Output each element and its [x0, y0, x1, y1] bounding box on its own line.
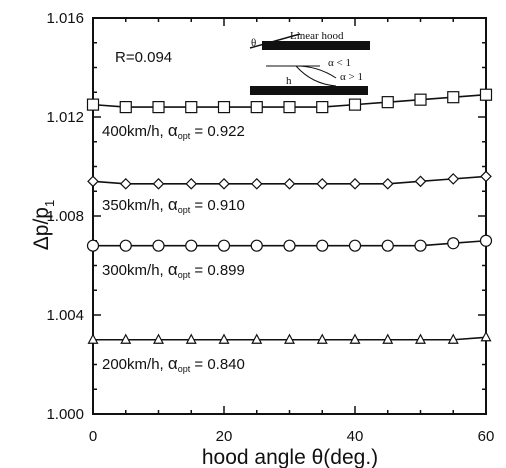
data-point: [382, 333, 394, 344]
data-point: [480, 330, 492, 342]
y-axis-label-sub: 1: [42, 200, 57, 207]
data-point: [414, 239, 427, 252]
data-point: [217, 239, 231, 252]
data-point: [349, 333, 361, 344]
inset-title: Linear hood: [290, 30, 344, 42]
inset-h-label: h: [286, 75, 292, 87]
series-triangle: [87, 330, 492, 344]
data-point: [414, 175, 427, 188]
data-point: [316, 239, 329, 252]
data-point: [316, 333, 328, 344]
series-label: 400km/h, αopt = 0.922: [102, 121, 245, 141]
series-diamond: [87, 170, 492, 190]
data-point: [381, 239, 394, 252]
tick-labels: 0 20 40 60 1.000 1.004 1.008 1.012 1.016: [46, 10, 494, 445]
data-point: [152, 100, 165, 114]
x-tick-label: 20: [216, 428, 233, 445]
x-tick-label: 40: [347, 428, 364, 445]
inset-tunnel-bar: [250, 86, 368, 95]
data-point: [415, 333, 426, 344]
data-point: [284, 333, 295, 344]
data-point: [381, 96, 394, 109]
series-labels: 400km/h, αopt = 0.922 350km/h, αopt = 0.9…: [102, 121, 245, 374]
y-tick-label: 1.008: [46, 208, 84, 225]
series-label: 350km/h, αopt = 0.910: [102, 195, 245, 215]
data-point: [381, 177, 394, 190]
data-point: [152, 239, 165, 252]
data-point: [316, 177, 329, 190]
series-square: [86, 88, 493, 114]
series-label: 300km/h, αopt = 0.899: [102, 260, 245, 280]
data-point: [250, 100, 263, 114]
data-point: [250, 239, 263, 252]
data-point: [283, 239, 296, 252]
inset-hood-line: [249, 33, 301, 49]
inset-theta: θ: [251, 37, 256, 49]
data-point: [316, 100, 329, 114]
data-point: [283, 100, 296, 114]
data-point: [185, 100, 198, 114]
inset-curve-lower: [295, 65, 337, 87]
data-point: [447, 333, 459, 344]
series-circle: [86, 234, 493, 252]
data-point: [479, 88, 493, 101]
x-tick-label: 60: [478, 428, 495, 445]
data-point: [250, 177, 263, 190]
series-group: [86, 88, 493, 344]
data-point: [447, 237, 460, 250]
series-label: 200km/h, αopt = 0.840: [102, 354, 245, 374]
data-point: [185, 239, 198, 252]
y-tick-label: 1.000: [46, 406, 84, 423]
data-point: [87, 175, 99, 188]
inset-curve-upper: [295, 65, 337, 79]
y-axis-label: Δp/p: [30, 207, 53, 250]
data-point: [218, 177, 230, 190]
y-axis-label-group: Δp/p1: [30, 200, 57, 250]
svg-text:Δp/p1: Δp/p1: [30, 200, 57, 250]
data-point: [86, 239, 100, 252]
data-point: [119, 239, 132, 252]
r-value-label: R=0.094: [115, 49, 172, 66]
data-point: [349, 177, 361, 190]
inset-alpha-lt: α < 1: [328, 57, 351, 69]
data-point: [119, 177, 132, 190]
data-point: [218, 333, 230, 344]
data-point: [185, 177, 198, 190]
x-tick-label: 0: [89, 428, 97, 445]
data-point: [348, 98, 362, 111]
x-axis-label: hood angle θ(deg.): [202, 446, 378, 468]
data-point: [447, 91, 460, 104]
inset-alpha-gt: α > 1: [340, 71, 363, 83]
inset-hood-bar: [262, 41, 370, 50]
data-point: [348, 239, 362, 252]
data-point: [217, 100, 231, 114]
data-point: [119, 100, 132, 114]
axis-ticks: [92, 17, 487, 415]
data-point: [283, 177, 296, 190]
data-point: [414, 93, 427, 106]
data-point: [447, 173, 460, 185]
data-point: [152, 177, 165, 190]
data-point: [479, 234, 493, 247]
inset-hood-schematic: θ Linear hood α < 1 α > 1 h: [249, 30, 370, 95]
data-point: [87, 333, 99, 344]
data-point: [153, 333, 164, 344]
data-point: [86, 98, 100, 111]
data-point: [120, 333, 132, 344]
data-point: [480, 170, 492, 183]
y-tick-label: 1.012: [46, 109, 84, 126]
data-point: [251, 333, 263, 344]
y-tick-label: 1.016: [46, 10, 84, 27]
y-tick-label: 1.004: [46, 307, 84, 324]
data-point: [185, 333, 197, 344]
